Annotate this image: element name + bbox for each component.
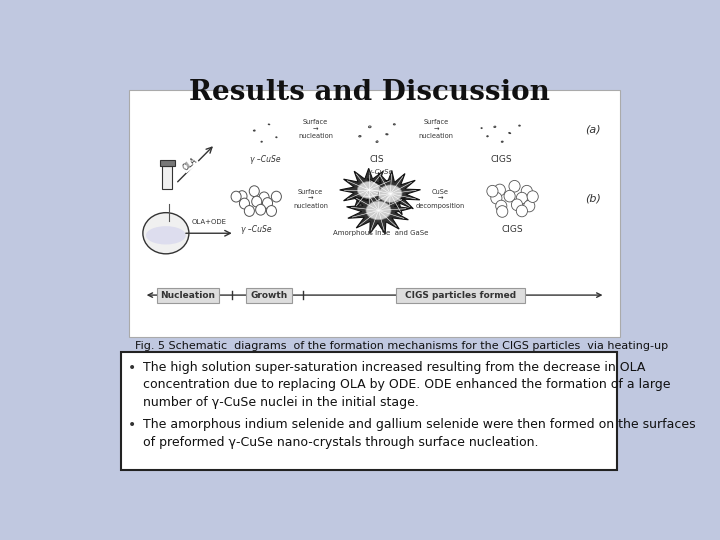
Polygon shape (253, 130, 255, 131)
Polygon shape (481, 127, 482, 129)
Text: •: • (127, 361, 135, 375)
FancyBboxPatch shape (121, 352, 617, 470)
Ellipse shape (516, 205, 528, 217)
FancyBboxPatch shape (396, 288, 525, 302)
Ellipse shape (527, 191, 539, 202)
Polygon shape (359, 136, 361, 137)
Text: Surface
→
nucleation: Surface → nucleation (298, 119, 333, 139)
Text: (b): (b) (585, 194, 601, 204)
Text: γ–CuSe: γ–CuSe (368, 169, 393, 175)
Text: CIGS particles formed: CIGS particles formed (405, 291, 516, 300)
Text: Surface
→
nucleation: Surface → nucleation (418, 119, 454, 139)
Ellipse shape (252, 196, 262, 207)
Polygon shape (487, 136, 488, 137)
Text: The amorphous indium selenide and gallium selenide were then formed on the surfa: The amorphous indium selenide and galliu… (143, 418, 696, 449)
Polygon shape (360, 171, 420, 217)
Ellipse shape (487, 185, 498, 197)
Ellipse shape (516, 192, 528, 204)
Text: Surface
→
nucleation: Surface → nucleation (293, 188, 328, 208)
Text: (a): (a) (585, 125, 601, 135)
Ellipse shape (244, 206, 254, 217)
Ellipse shape (504, 190, 516, 202)
Ellipse shape (266, 206, 276, 217)
Polygon shape (518, 125, 521, 126)
Polygon shape (508, 132, 511, 134)
Ellipse shape (259, 192, 269, 203)
Polygon shape (376, 141, 378, 143)
Polygon shape (276, 137, 277, 138)
Ellipse shape (146, 226, 186, 245)
FancyBboxPatch shape (161, 160, 175, 166)
Polygon shape (494, 126, 496, 127)
Text: The high solution super-saturation increased resulting from the decrease in OLA
: The high solution super-saturation incre… (143, 361, 670, 409)
Text: Fig. 5 Schematic  diagrams  of the formation mechanisms for the CIGS particles  : Fig. 5 Schematic diagrams of the formati… (135, 341, 667, 363)
Polygon shape (268, 124, 270, 125)
Polygon shape (340, 168, 397, 212)
Text: CIGS: CIGS (501, 225, 523, 234)
Text: γ –CuSe: γ –CuSe (241, 225, 272, 234)
Ellipse shape (511, 199, 523, 211)
Text: Results and Discussion: Results and Discussion (189, 79, 549, 106)
Ellipse shape (497, 206, 508, 217)
Ellipse shape (491, 192, 502, 204)
Text: OLA: OLA (181, 156, 199, 172)
Polygon shape (393, 124, 395, 125)
Ellipse shape (523, 200, 535, 212)
FancyBboxPatch shape (129, 90, 620, 337)
Ellipse shape (509, 180, 520, 192)
Ellipse shape (366, 201, 391, 220)
Text: Nucleation: Nucleation (161, 291, 215, 300)
Text: CIGS: CIGS (490, 156, 512, 164)
Ellipse shape (240, 198, 249, 209)
Text: •: • (127, 418, 135, 432)
Ellipse shape (379, 185, 402, 202)
Text: CIS: CIS (370, 156, 384, 164)
Ellipse shape (249, 186, 259, 197)
Polygon shape (501, 141, 503, 143)
Ellipse shape (256, 204, 266, 215)
FancyBboxPatch shape (163, 166, 173, 188)
Text: Amorphous InSe  and GaSe: Amorphous InSe and GaSe (333, 230, 428, 235)
Ellipse shape (495, 200, 507, 212)
Text: OLA+ODE: OLA+ODE (192, 219, 227, 225)
Polygon shape (369, 126, 371, 127)
Ellipse shape (357, 181, 380, 198)
FancyBboxPatch shape (246, 288, 292, 302)
Ellipse shape (231, 191, 241, 202)
Ellipse shape (521, 185, 532, 197)
Ellipse shape (271, 191, 282, 202)
Ellipse shape (143, 213, 189, 254)
Polygon shape (346, 186, 410, 234)
Polygon shape (386, 133, 388, 135)
Text: γ –CuSe: γ –CuSe (251, 156, 281, 164)
Polygon shape (261, 141, 262, 142)
FancyBboxPatch shape (157, 288, 219, 302)
Ellipse shape (263, 198, 273, 208)
Text: Growth: Growth (251, 291, 287, 300)
Ellipse shape (237, 191, 247, 201)
Ellipse shape (494, 184, 505, 196)
Text: CuSe
→
decomposition: CuSe → decomposition (415, 188, 464, 208)
